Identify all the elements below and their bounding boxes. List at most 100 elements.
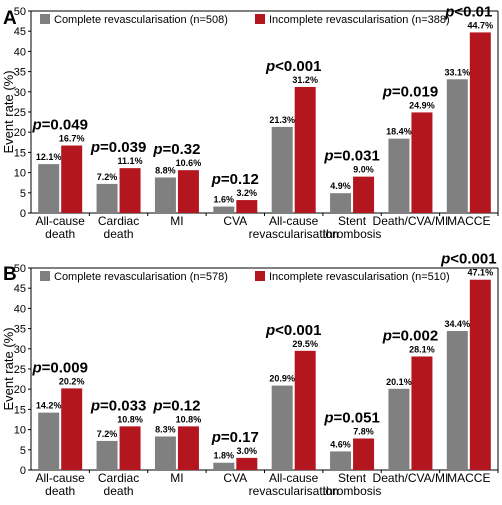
x-tick-label-line: thrombosis	[323, 484, 382, 498]
x-tick-label-line: Stent	[338, 471, 367, 485]
x-tick-label-line: MACCE	[447, 471, 490, 485]
y-tick-label: 10	[14, 168, 26, 180]
x-tick-label-line: MI	[170, 214, 183, 228]
p-value-annotation: p=0.009	[31, 359, 87, 376]
p-symbol: p	[31, 117, 41, 134]
p-symbol: p	[265, 58, 275, 75]
y-tick-label: 25	[14, 107, 26, 119]
y-tick-label: 5	[20, 188, 26, 200]
bar-complete	[96, 440, 118, 470]
bar-incomplete	[294, 86, 316, 213]
x-tick-label: MACCE	[447, 214, 490, 228]
y-tick-label: 40	[14, 46, 26, 58]
value-label: 7.8%	[353, 426, 374, 436]
y-tick-label: 45	[14, 26, 26, 38]
p-symbol: p	[211, 171, 221, 188]
bar-complete	[38, 412, 60, 470]
bar-incomplete	[177, 426, 199, 470]
bar-complete	[330, 193, 352, 213]
legend-swatch-incomplete	[255, 14, 265, 24]
x-tick-label-line: CVA	[223, 214, 247, 228]
x-tick-label-line: MI	[170, 471, 183, 485]
value-label: 31.2%	[292, 75, 318, 85]
legend: Complete revascularisation (n=578) Incomp…	[40, 271, 450, 283]
x-tick-label-line: CVA	[223, 471, 247, 485]
bar-complete	[213, 206, 235, 213]
x-tick-label-line: thrombosis	[323, 227, 382, 241]
y-tick-label: 20	[14, 384, 26, 396]
x-tick-label: MI	[170, 471, 183, 485]
p-value: <0.001	[275, 322, 321, 339]
p-value: <0.001	[450, 251, 496, 268]
x-tick-label-line: Death/CVA/MI	[373, 214, 449, 228]
bar-incomplete	[469, 279, 491, 470]
p-value-annotation: p=0.12	[152, 397, 200, 414]
p-value: =0.051	[334, 409, 380, 426]
x-tick-label: Death/CVA/MI	[373, 471, 449, 485]
p-symbol: p	[382, 327, 392, 344]
value-label: 7.2%	[97, 172, 118, 182]
legend-swatch-complete	[40, 14, 50, 24]
value-label: 20.1%	[386, 377, 412, 387]
value-label: 11.1%	[118, 156, 143, 166]
x-tick-label-line: death	[104, 484, 134, 498]
value-label: 47.1%	[468, 268, 494, 278]
p-value: =0.039	[100, 139, 146, 156]
bar-incomplete	[353, 176, 375, 213]
chart-panel-a: A Event rate (%) 0 5 10 15 20 25 30 35 40 45 50 Compl…	[1, 3, 499, 241]
value-label: 20.9%	[269, 374, 295, 384]
value-label: 10.6%	[176, 158, 202, 168]
bar-complete	[154, 436, 176, 470]
value-label: 44.7%	[468, 20, 494, 30]
bar-incomplete	[236, 200, 258, 213]
x-tick-label: Stent thrombosis	[323, 214, 382, 241]
bar-complete	[271, 126, 293, 213]
p-value: =0.019	[392, 83, 438, 100]
x-tick-label-line: MACCE	[447, 214, 490, 228]
value-label: 20.2%	[59, 376, 85, 386]
legend-label: Incomplete revascularisation (n=510)	[269, 271, 450, 283]
p-symbol: p	[323, 409, 333, 426]
panel-label: A	[3, 8, 17, 29]
p-value-annotation: p=0.32	[152, 141, 200, 158]
x-tick-label-line: revascularisation	[249, 484, 339, 498]
p-value-annotation: p<0.001	[265, 322, 321, 339]
x-tick-label-line: All-cause	[36, 471, 86, 485]
bar-incomplete	[61, 388, 83, 470]
y-tick-label: 15	[14, 404, 26, 416]
y-tick-label: 35	[14, 324, 26, 336]
bar-incomplete	[469, 32, 491, 213]
bar-incomplete	[119, 426, 141, 470]
y-tick-label: 30	[14, 344, 26, 356]
x-tick-label-line: Death/CVA/MI	[373, 471, 449, 485]
value-label: 34.4%	[445, 319, 471, 329]
bar-complete	[388, 388, 410, 470]
value-label: 33.1%	[445, 67, 471, 77]
p-symbol: p	[382, 83, 392, 100]
y-tick-label: 15	[14, 147, 26, 159]
p-symbol: p	[31, 359, 41, 376]
bar-complete	[271, 385, 293, 470]
value-label: 10.8%	[117, 414, 143, 424]
value-label: 16.7%	[59, 134, 85, 144]
bar-incomplete	[411, 356, 433, 470]
value-label: 10.8%	[176, 414, 202, 424]
chart-panel-b: B Event rate (%) 0 5 10 15 20 25 30 35 40 45 50 Compl…	[1, 251, 499, 498]
x-tick-label: Stent thrombosis	[323, 471, 382, 498]
x-tick-label-line: Stent	[338, 214, 367, 228]
bar-incomplete	[294, 350, 316, 470]
p-symbol: p	[90, 139, 100, 156]
p-value-annotation: p<0.001	[265, 58, 321, 75]
p-value: <0.01	[454, 3, 492, 20]
p-value: =0.033	[100, 397, 146, 414]
legend-swatch-incomplete	[255, 271, 265, 281]
p-value: =0.031	[334, 148, 380, 165]
y-tick-label: 45	[14, 283, 26, 295]
legend-swatch-complete	[40, 271, 50, 281]
bar-complete	[446, 79, 468, 213]
x-tick-label: All-cause revascularisation	[249, 214, 339, 241]
p-value-annotation: p=0.051	[323, 409, 379, 426]
p-symbol: p	[444, 3, 454, 20]
x-tick-label-line: revascularisation	[249, 227, 339, 241]
